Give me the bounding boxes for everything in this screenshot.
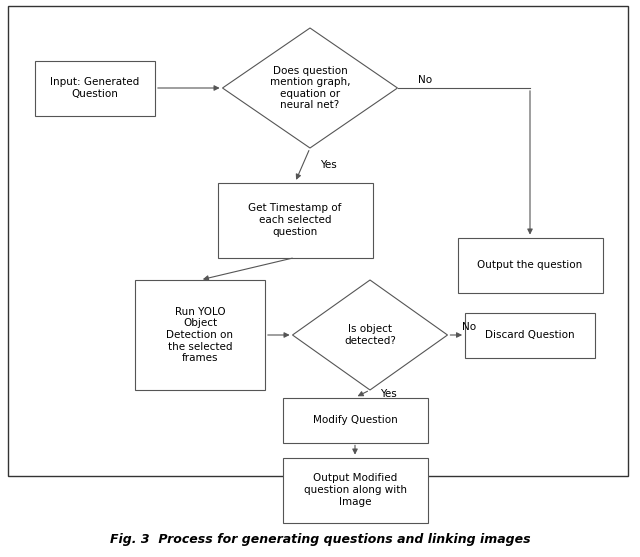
- Text: Is object
detected?: Is object detected?: [344, 324, 396, 346]
- Text: Get Timestamp of
each selected
question: Get Timestamp of each selected question: [248, 203, 342, 237]
- Text: Input: Generated
Question: Input: Generated Question: [51, 77, 140, 99]
- Bar: [282, 398, 428, 442]
- Bar: [218, 183, 372, 257]
- Text: No: No: [463, 322, 477, 332]
- Bar: [35, 61, 155, 115]
- Bar: [458, 237, 602, 292]
- Text: Modify Question: Modify Question: [312, 415, 397, 425]
- Text: Run YOLO
Object
Detection on
the selected
frames: Run YOLO Object Detection on the selecte…: [166, 307, 234, 363]
- Text: Yes: Yes: [319, 160, 337, 170]
- Bar: [282, 457, 428, 522]
- Text: Fig. 3  Process for generating questions and linking images: Fig. 3 Process for generating questions …: [109, 534, 531, 546]
- Text: Output Modified
question along with
Image: Output Modified question along with Imag…: [303, 473, 406, 507]
- Text: No: No: [419, 75, 433, 85]
- Bar: [8, 6, 628, 476]
- Text: Does question
mention graph,
equation or
neural net?: Does question mention graph, equation or…: [269, 66, 350, 110]
- Polygon shape: [223, 28, 397, 148]
- Text: Discard Question: Discard Question: [485, 330, 575, 340]
- Bar: [135, 280, 265, 390]
- Text: Yes: Yes: [380, 389, 396, 399]
- Bar: [465, 312, 595, 358]
- Text: Output the question: Output the question: [477, 260, 582, 270]
- Polygon shape: [292, 280, 447, 390]
